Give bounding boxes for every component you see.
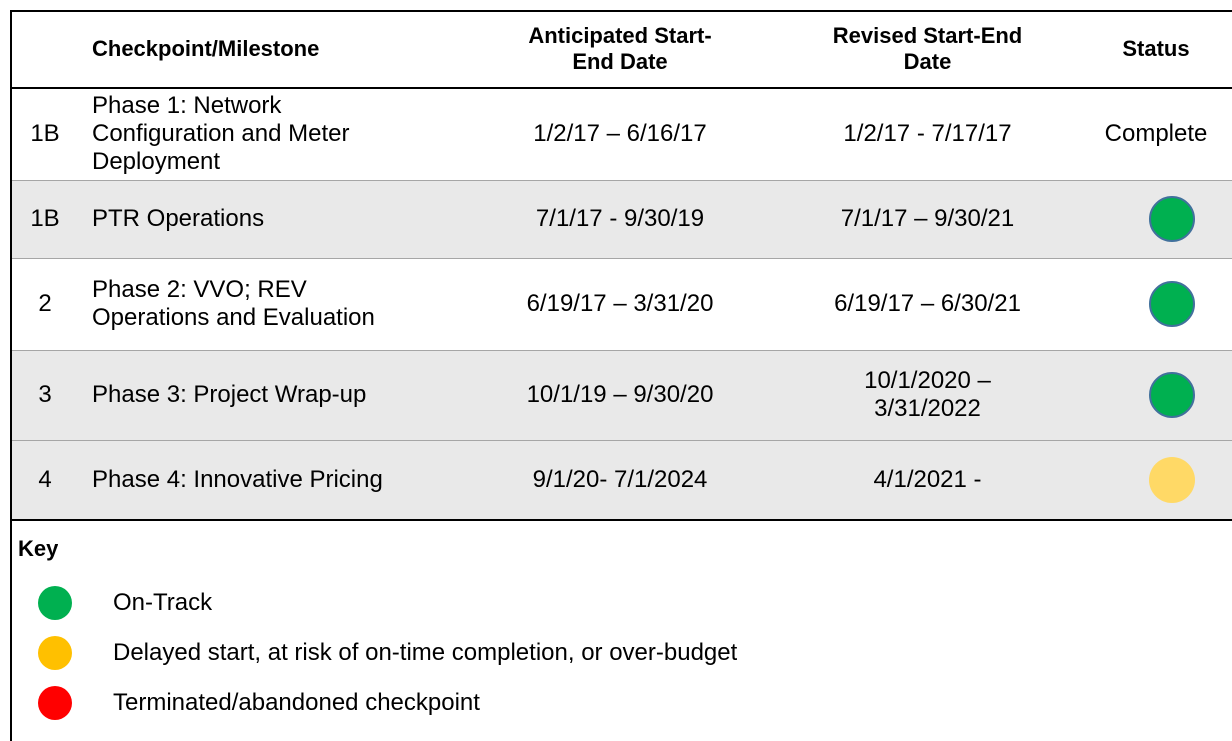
- cell: 4: [10, 440, 80, 520]
- header-cell: Status: [1080, 10, 1232, 88]
- text: 1B: [30, 120, 60, 147]
- text: 7/1/17 – 9/30/21: [840, 205, 1015, 232]
- text: Checkpoint/Milestone: [92, 36, 320, 61]
- border: [10, 10, 1232, 12]
- text: End Date: [572, 49, 668, 74]
- border: [10, 10, 12, 741]
- text: On-Track: [113, 589, 213, 616]
- cell: 1/2/17 - 7/17/17: [775, 88, 1080, 180]
- cell: 1B: [10, 88, 80, 180]
- text: 4/1/2021 -: [873, 466, 982, 493]
- key-dot: [38, 636, 72, 670]
- header-cell: Anticipated Start- End Date: [465, 10, 775, 88]
- cell: 2: [10, 258, 80, 350]
- text: 1/2/17 – 6/16/17: [533, 120, 707, 147]
- row-shade: [10, 440, 1232, 520]
- cell: Phase 3: Project Wrap-up: [80, 350, 465, 440]
- row-border: [10, 258, 1232, 259]
- row-border: [10, 440, 1232, 441]
- text: Operations and Evaluation: [92, 304, 375, 331]
- cell: 3: [10, 350, 80, 440]
- header-cell: Revised Start-End Date: [775, 10, 1080, 88]
- cell: 6/19/17 – 6/30/21: [775, 258, 1080, 350]
- text: Revised Start-End: [832, 23, 1023, 48]
- row-shade: [10, 350, 1232, 440]
- cell: 1B: [10, 180, 80, 258]
- key-dot: [38, 686, 72, 720]
- key-dot: [38, 586, 72, 620]
- text: Key: [18, 536, 59, 561]
- row-border: [10, 350, 1232, 351]
- cell: Phase 2: VVO; REV Operations and Evaluati…: [80, 258, 465, 350]
- text: 3/31/2022: [874, 395, 981, 422]
- text: 1B: [30, 205, 60, 232]
- text: Delayed start, at risk of on-time comple…: [113, 639, 738, 666]
- key-label: Delayed start, at risk of on-time comple…: [113, 638, 737, 668]
- text: 6/19/17 – 3/31/20: [526, 290, 714, 317]
- text: Status: [1122, 36, 1190, 61]
- text: Complete: [1104, 120, 1208, 147]
- text: 10/1/2020 –: [864, 367, 991, 394]
- text: Phase 4: Innovative Pricing: [92, 466, 383, 493]
- cell: 1/2/17 – 6/16/17: [465, 88, 775, 180]
- row-shade: [10, 180, 1232, 258]
- text: 6/19/17 – 6/30/21: [834, 290, 1021, 317]
- header-cell: Checkpoint/Milestone: [80, 10, 465, 88]
- text: Terminated/abandoned checkpoint: [113, 689, 480, 716]
- cell: 10/1/2020 –3/31/2022: [775, 350, 1080, 440]
- cell: 4/1/2021 -: [775, 440, 1080, 520]
- cell: 10/1/19 – 9/30/20: [465, 350, 775, 440]
- text: 10/1/19 – 9/30/20: [526, 381, 714, 408]
- key-title: Key: [18, 535, 58, 563]
- text: Anticipated Start-: [528, 23, 712, 48]
- text: 7/1/17 - 9/30/19: [535, 205, 705, 232]
- text: Phase 3: Project Wrap-up: [92, 381, 367, 408]
- border: [10, 87, 1232, 89]
- cell: PTR Operations: [80, 180, 465, 258]
- cell: Phase 1: Network Configuration and Meter D…: [80, 88, 465, 180]
- row-border: [10, 180, 1232, 181]
- text: Configuration and Meter: [92, 120, 350, 147]
- text: 4: [38, 466, 52, 493]
- status-dot: [1149, 372, 1195, 418]
- cell: Phase 4: Innovative Pricing: [80, 440, 465, 520]
- text: Deployment: [92, 148, 221, 175]
- text: 2: [38, 290, 52, 317]
- text: Date: [903, 49, 952, 74]
- text: PTR Operations: [92, 205, 265, 232]
- cell: 7/1/17 - 9/30/19: [465, 180, 775, 258]
- text: Phase 2: VVO; REV: [92, 276, 307, 303]
- status-dot: [1149, 457, 1195, 503]
- text: 9/1/20- 7/1/2024: [532, 466, 708, 493]
- key-label: On-Track: [113, 588, 212, 618]
- cell: 7/1/17 – 9/30/21: [775, 180, 1080, 258]
- cell: 9/1/20- 7/1/2024: [465, 440, 775, 520]
- border: [10, 519, 1232, 521]
- cell: Complete: [1080, 88, 1232, 180]
- text: 3: [38, 381, 52, 408]
- header-cell: [10, 10, 80, 88]
- cell: 6/19/17 – 3/31/20: [465, 258, 775, 350]
- key-label: Terminated/abandoned checkpoint: [113, 688, 480, 718]
- text: 1/2/17 - 7/17/17: [843, 120, 1012, 147]
- status-dot: [1149, 196, 1195, 242]
- status-dot: [1149, 281, 1195, 327]
- text: Phase 1: Network: [92, 92, 282, 119]
